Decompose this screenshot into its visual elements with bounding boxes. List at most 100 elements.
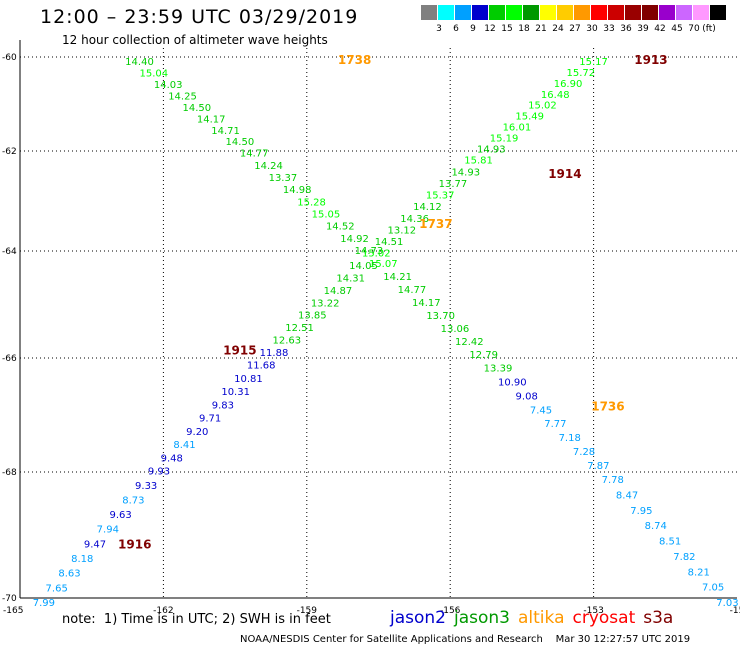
- wave-height-label: 8.51: [659, 537, 681, 548]
- wave-height-label: 14.36: [400, 214, 429, 225]
- legend-swatch: [438, 5, 454, 20]
- legend-tick: 27: [569, 24, 581, 34]
- x-tick-label: -159: [297, 606, 318, 616]
- wave-height-label: 7.87: [587, 461, 609, 472]
- legend-tick: 42: [654, 24, 666, 34]
- wave-height-label: 14.50: [226, 137, 255, 148]
- wave-height-label: 8.18: [71, 554, 93, 565]
- x-tick-label: -162: [153, 606, 173, 616]
- track-id-label: 1914: [548, 167, 581, 181]
- legend-tick: 9: [470, 24, 476, 34]
- track-id-label: 1913: [634, 53, 667, 67]
- wave-height-label: 9.47: [84, 539, 106, 550]
- wave-height-label: 9.48: [161, 453, 183, 464]
- wave-height-label: 14.31: [336, 273, 365, 284]
- track-id-label: 1916: [118, 537, 151, 551]
- legend-tick: 18: [518, 24, 530, 34]
- satellite-name: jason2: [390, 608, 446, 628]
- legend-tick: 36: [620, 24, 632, 34]
- track-id-label: 1915: [223, 343, 256, 357]
- wave-height-label: 14.17: [412, 298, 441, 309]
- x-tick-label: -165: [3, 606, 23, 616]
- track-id-label: 1736: [591, 400, 624, 414]
- legend-tick: 30: [586, 24, 598, 34]
- legend-swatch: [489, 5, 505, 20]
- wave-height-label: 8.41: [173, 440, 195, 451]
- wave-height-label: 15.19: [490, 134, 519, 145]
- legend-swatch: [659, 5, 675, 20]
- legend-swatch: [625, 5, 641, 20]
- legend-tick: 3: [436, 24, 442, 34]
- legend-swatch: [540, 5, 556, 20]
- legend-tick: 45: [671, 24, 683, 34]
- wave-height-label: 8.21: [688, 567, 710, 578]
- legend-tick: 15: [501, 24, 513, 34]
- legend-swatch: [710, 5, 726, 20]
- legend-tick: 6: [453, 24, 459, 34]
- wave-height-label: 14.24: [254, 161, 283, 172]
- wave-height-label: 14.52: [326, 222, 355, 233]
- x-tick-label: -15: [730, 606, 740, 616]
- legend-swatch: [608, 5, 624, 20]
- wave-height-label: 11.88: [260, 348, 289, 359]
- wave-height-label: 7.77: [544, 419, 566, 430]
- wave-height-label: 15.72: [566, 68, 595, 79]
- legend-swatch: [472, 5, 488, 20]
- y-tick-label: -62: [2, 147, 17, 157]
- legend-swatch: [506, 5, 522, 20]
- credit-line: NOAA/NESDIS Center for Satellite Applica…: [240, 634, 691, 645]
- wave-height-label: 13.39: [484, 364, 513, 375]
- wave-height-label: 9.33: [135, 481, 157, 492]
- y-tick-label: -70: [2, 594, 17, 604]
- legend-swatch: [574, 5, 590, 20]
- wave-height-label: 13.37: [269, 173, 298, 184]
- track-id-label: 1738: [338, 53, 371, 67]
- wave-height-label: 9.93: [148, 467, 170, 478]
- legend-swatch: [557, 5, 573, 20]
- legend-swatch: [421, 5, 437, 20]
- map-subtitle: 12 hour collection of altimeter wave hei…: [62, 33, 328, 47]
- legend-tick: 39: [637, 24, 649, 34]
- wave-height-label: 12.51: [285, 323, 314, 334]
- wave-height-label: 8.73: [122, 495, 144, 506]
- wave-height-label: 15.17: [579, 57, 608, 68]
- wave-height-label: 14.51: [375, 237, 404, 248]
- wave-height-label: 13.12: [388, 225, 417, 236]
- legend-tick: 24: [552, 24, 564, 34]
- legend-swatch: [455, 5, 471, 20]
- wave-height-label: 14.93: [477, 144, 506, 155]
- wave-height-label: 15.07: [369, 259, 398, 270]
- wave-height-label: 13.85: [298, 311, 327, 322]
- wave-height-label: 14.05: [349, 261, 378, 272]
- wave-height-label: 14.12: [413, 202, 442, 213]
- legend-swatch: [676, 5, 692, 20]
- wave-height-label: 14.77: [240, 149, 269, 160]
- wave-height-label: 15.37: [426, 191, 455, 202]
- legend-swatch: [591, 5, 607, 20]
- wave-height-label: 14.87: [324, 286, 353, 297]
- wave-height-label: 12.42: [455, 337, 484, 348]
- map-title: 12:00 – 23:59 UTC 03/29/2019: [40, 6, 359, 28]
- legend-tick: 21: [535, 24, 547, 34]
- wave-height-label: 15.81: [464, 156, 493, 167]
- wave-height-label: 15.02: [528, 101, 557, 112]
- wave-height-label: 15.02: [362, 249, 391, 260]
- wave-height-label: 16.48: [541, 90, 570, 101]
- wave-height-label: 10.81: [234, 374, 263, 385]
- wave-height-label: 9.08: [516, 391, 538, 402]
- wave-height-label: 9.71: [199, 414, 221, 425]
- legend-swatch: [642, 5, 658, 20]
- wave-height-label: 8.47: [616, 490, 638, 501]
- wave-height-label: 7.45: [530, 405, 552, 416]
- wave-height-label: 14.77: [398, 285, 427, 296]
- wave-height-label: 16.90: [554, 79, 583, 90]
- y-tick-label: -60: [2, 53, 17, 63]
- legend-tick: 70: [688, 24, 700, 34]
- wave-height-label: 7.78: [602, 475, 624, 486]
- wave-height-label: 7.99: [33, 598, 55, 609]
- wave-height-label: 7.18: [559, 433, 581, 444]
- wave-height-label: 14.71: [211, 126, 240, 137]
- wave-height-label: 7.03: [716, 598, 738, 609]
- wave-height-label: 14.03: [154, 80, 183, 91]
